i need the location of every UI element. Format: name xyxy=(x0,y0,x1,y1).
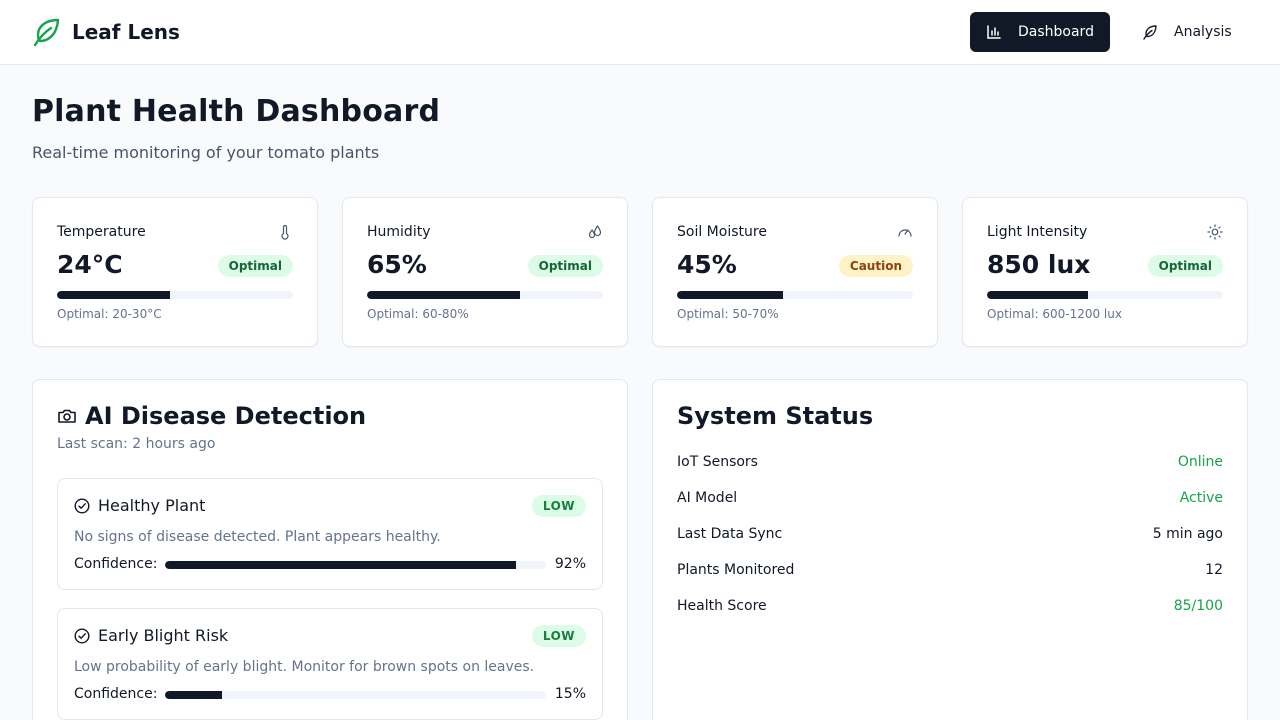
metric-value: 24°C xyxy=(57,250,123,279)
metric-optimal-range: Optimal: 60-80% xyxy=(367,307,469,321)
metric-progress-track xyxy=(57,291,293,299)
risk-badge: LOW xyxy=(531,495,586,517)
status-row: Last Data Sync 5 min ago xyxy=(677,526,1223,546)
panel-title-text: System Status xyxy=(677,402,874,430)
status-row: AI Model Active xyxy=(677,490,1223,510)
last-scan-text: Last scan: 2 hours ago xyxy=(57,436,216,452)
detection-title: Healthy Plant xyxy=(98,496,206,515)
metric-progress-fill xyxy=(677,291,784,299)
panel-title-text: AI Disease Detection xyxy=(85,402,367,430)
disease-detection-title: AI Disease Detection xyxy=(57,402,366,430)
confidence-fill xyxy=(165,691,223,699)
status-badge: Optimal xyxy=(527,255,603,277)
page-subtitle: Real-time monitoring of your tomato plan… xyxy=(32,143,380,162)
top-navigation-bar: Leaf Lens Dashboard Analysis xyxy=(0,0,1280,65)
status-label: Last Data Sync xyxy=(677,526,783,542)
metric-label: Soil Moisture xyxy=(677,224,767,240)
metric-value: 850 lux xyxy=(987,250,1091,279)
system-status-title: System Status xyxy=(677,402,873,430)
metric-value: 65% xyxy=(367,250,427,279)
system-status-panel: System Status IoT Sensors Online AI Mode… xyxy=(652,379,1248,720)
disease-detection-panel: AI Disease Detection Last scan: 2 hours … xyxy=(32,379,628,720)
confidence-track xyxy=(165,561,546,569)
detection-title: Early Blight Risk xyxy=(98,626,229,645)
status-label: AI Model xyxy=(677,490,738,506)
confidence-fill xyxy=(165,561,516,569)
detection-description: No signs of disease detected. Plant appe… xyxy=(74,529,441,545)
metric-card-humidity: Humidity 65% Optimal Optimal: 60-80% xyxy=(342,197,628,347)
risk-badge: LOW xyxy=(531,625,586,647)
page-title: Plant Health Dashboard xyxy=(32,94,441,129)
gauge-icon xyxy=(898,229,912,237)
status-row: Plants Monitored 12 xyxy=(677,562,1223,582)
confidence-label: Confidence: xyxy=(74,686,158,702)
metric-label: Humidity xyxy=(367,224,431,240)
metric-progress-track xyxy=(677,291,913,299)
detection-description: Low probability of early blight. Monitor… xyxy=(74,659,535,675)
detection-result-card[interactable]: Healthy Plant LOW No signs of disease de… xyxy=(57,478,603,590)
camera-icon xyxy=(58,409,76,423)
metric-progress-fill xyxy=(987,291,1089,299)
metric-label: Temperature xyxy=(57,224,146,240)
metric-optimal-range: Optimal: 20-30°C xyxy=(57,307,162,321)
confidence-percent: 15% xyxy=(554,686,586,702)
metric-optimal-range: Optimal: 50-70% xyxy=(677,307,779,321)
brand[interactable]: Leaf Lens xyxy=(32,16,180,48)
nav-analysis-label: Analysis xyxy=(1174,24,1232,40)
status-value: 5 min ago xyxy=(1152,526,1223,542)
status-badge: Optimal xyxy=(217,255,293,277)
status-badge: Caution xyxy=(838,255,913,277)
confidence-label: Confidence: xyxy=(74,556,158,572)
status-value: Online xyxy=(1177,454,1223,470)
status-value: 12 xyxy=(1205,562,1223,578)
confidence-percent: 92% xyxy=(554,556,586,572)
status-row: IoT Sensors Online xyxy=(677,454,1223,474)
droplets-icon xyxy=(588,224,602,239)
metric-progress-fill xyxy=(367,291,521,299)
status-badge: Optimal xyxy=(1147,255,1223,277)
leaf-logo-icon xyxy=(33,18,60,47)
app-name: Leaf Lens xyxy=(72,20,180,44)
detection-result-card[interactable]: Early Blight Risk LOW Low probability of… xyxy=(57,608,603,720)
check-circle-icon xyxy=(74,628,90,644)
nav-dashboard-button[interactable]: Dashboard xyxy=(970,12,1110,52)
bar-chart-icon xyxy=(987,25,1001,39)
nav-analysis-button[interactable]: Analysis xyxy=(1126,12,1248,52)
status-value: 85/100 xyxy=(1173,598,1223,614)
metric-optimal-range: Optimal: 600-1200 lux xyxy=(987,307,1122,321)
sun-icon xyxy=(1207,224,1223,240)
metric-progress-track xyxy=(987,291,1223,299)
metric-label: Light Intensity xyxy=(987,224,1088,240)
metric-progress-fill xyxy=(57,291,171,299)
metric-card-temperature: Temperature 24°C Optimal Optimal: 20-30°… xyxy=(32,197,318,347)
status-label: Plants Monitored xyxy=(677,562,795,578)
status-value: Active xyxy=(1179,490,1223,506)
metric-progress-track xyxy=(367,291,603,299)
metric-card-light-intensity: Light Intensity 850 lux Optimal Optimal:… xyxy=(962,197,1248,347)
status-label: IoT Sensors xyxy=(677,454,758,470)
metric-value: 45% xyxy=(677,250,737,279)
thermometer-icon xyxy=(281,224,289,240)
confidence-track xyxy=(165,691,546,699)
status-label: Health Score xyxy=(677,598,767,614)
nav-dashboard-label: Dashboard xyxy=(1018,24,1094,40)
leaf-icon xyxy=(1143,25,1157,40)
status-row: Health Score 85/100 xyxy=(677,598,1223,618)
metric-card-soil-moisture: Soil Moisture 45% Caution Optimal: 50-70… xyxy=(652,197,938,347)
check-circle-icon xyxy=(74,498,90,514)
